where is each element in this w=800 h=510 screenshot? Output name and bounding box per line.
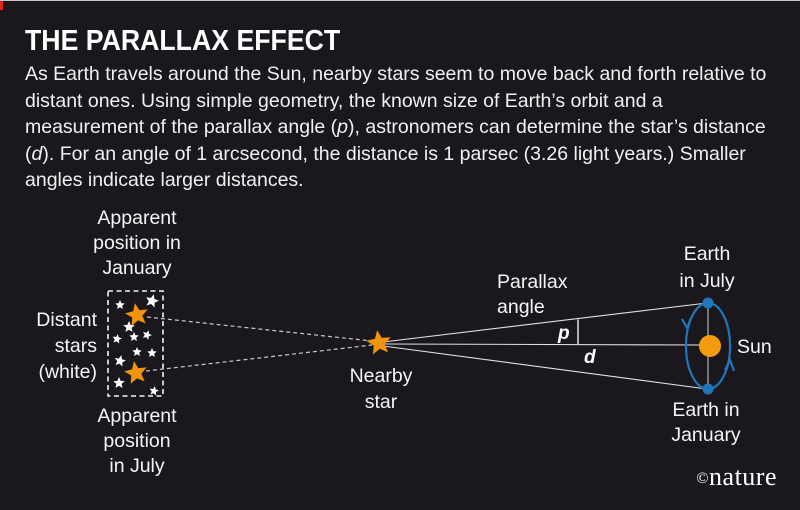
label-earth-january: Earth in January [671, 399, 741, 446]
label-distance-d: d [584, 347, 596, 368]
distant-star-icon [113, 377, 125, 388]
distant-star-icon [147, 348, 157, 358]
distant-star-icon [148, 385, 160, 396]
earth-january-dot [702, 383, 714, 395]
label-parallax-angle: Parallax angle [497, 271, 568, 318]
page-title: THE PARALLAX EFFECT [25, 25, 341, 57]
distant-star-icon [141, 328, 154, 341]
nature-credit: ©nature [696, 462, 777, 492]
distant-star-icon [111, 333, 123, 344]
copyright-icon: © [696, 470, 710, 487]
sight-line-january [146, 316, 373, 342]
label-nearby-star: Nearby star [349, 365, 413, 413]
label-apparent-january: Apparent position in January [93, 207, 181, 279]
distant-star-icon [129, 332, 139, 342]
label-distant-stars: Distant stars (white) [36, 309, 97, 383]
distant-star-icon [113, 353, 127, 367]
sight-line-july [145, 344, 373, 372]
sun-icon [699, 335, 721, 357]
distant-star-icon [144, 292, 161, 309]
apparent-star-july-icon [122, 359, 149, 385]
label-parallax-p: p [558, 323, 570, 344]
label-earth-july: Earth in July [679, 243, 735, 292]
orbit-arrow-down-icon [681, 317, 693, 331]
earth-july-dot [702, 297, 714, 309]
distant-stars-box [107, 290, 164, 397]
earth-dots-group [702, 297, 714, 395]
triangle-line-top [382, 302, 708, 343]
orbit-arrow-up-icon [724, 357, 736, 372]
distant-star-icon [115, 300, 125, 310]
distance-line-d [384, 343, 711, 346]
label-apparent-july: Apparent position in July [97, 405, 177, 477]
distant-star-icon [132, 347, 142, 357]
triangle-line-bottom [382, 345, 708, 390]
red-accent-mark [0, 1, 3, 10]
label-sun: Sun [737, 336, 772, 358]
apparent-star-january-icon [123, 301, 150, 327]
intro-paragraph: As Earth travels around the Sun, nearby … [25, 63, 767, 191]
credit-name: nature [709, 462, 777, 491]
